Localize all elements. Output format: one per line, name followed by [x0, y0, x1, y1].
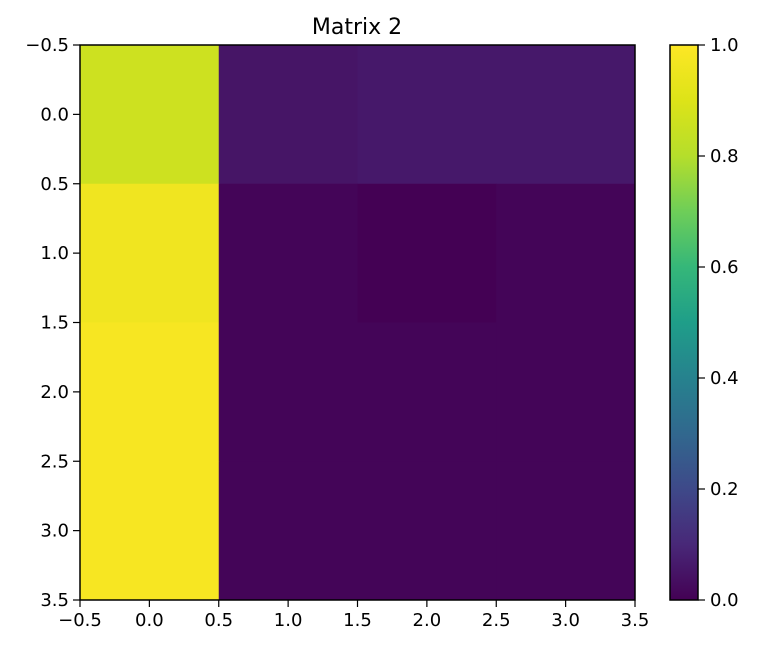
y-tick-label: 2.5	[40, 451, 69, 472]
y-tick-label: 2.0	[40, 382, 69, 403]
x-tick-label: 0.0	[135, 610, 164, 631]
y-axis: −0.5 0.0 0.5 1.0 1.5 2.0 2.5 3.0 3.5	[25, 35, 80, 611]
heatmap-cell	[80, 183, 220, 323]
x-tick-label: 2.0	[413, 610, 442, 631]
heatmap-cell	[218, 45, 358, 185]
x-tick-label: 3.5	[621, 610, 650, 631]
heatmap-cell	[496, 322, 636, 462]
colorbar	[669, 44, 699, 601]
colorbar-tick-label: 1.0	[710, 35, 739, 56]
x-tick-label: −0.5	[58, 610, 102, 631]
x-axis: −0.5 0.0 0.5 1.0 1.5 2.0 2.5 3.0 3.5	[58, 600, 649, 631]
colorbar-tick-label: 0.6	[710, 257, 739, 278]
y-tick-label: 1.0	[40, 243, 69, 264]
heatmap-cell	[357, 183, 497, 323]
heatmap-cell	[357, 45, 497, 185]
colorbar-tick-label: 0.0	[710, 590, 739, 611]
y-tick-label: 0.5	[40, 174, 69, 195]
y-tick-label: 0.0	[40, 104, 69, 125]
colorbar-tick-label: 0.8	[710, 146, 739, 167]
y-tick-label: −0.5	[25, 35, 69, 56]
heatmap-cell	[80, 461, 220, 601]
chart-title: Matrix 2	[312, 15, 402, 40]
x-tick-label: 2.5	[482, 610, 511, 631]
heatmap-cell	[496, 461, 636, 601]
heatmap-cell	[496, 183, 636, 323]
heatmap-cells	[80, 45, 636, 601]
heatmap-cell	[218, 461, 358, 601]
heatmap-cell	[218, 322, 358, 462]
y-tick-label: 1.5	[40, 313, 69, 334]
y-tick-label: 3.0	[40, 521, 69, 542]
heatmap-cell	[218, 183, 358, 323]
y-tick-label: 3.5	[40, 590, 69, 611]
x-tick-label: 3.0	[551, 610, 580, 631]
x-tick-label: 1.5	[343, 610, 372, 631]
x-tick-label: 1.0	[274, 610, 303, 631]
heatmap-cell	[80, 45, 220, 185]
heatmap-cell	[357, 461, 497, 601]
heatmap-cell	[496, 45, 636, 185]
heatmap-cell	[80, 322, 220, 462]
colorbar-tick-label: 0.2	[710, 479, 739, 500]
heatmap-cell	[357, 322, 497, 462]
x-tick-label: 0.5	[204, 610, 233, 631]
colorbar-axis: 0.0 0.2 0.4 0.6 0.8 1.0	[698, 35, 739, 611]
colorbar-tick-label: 0.4	[710, 368, 739, 389]
